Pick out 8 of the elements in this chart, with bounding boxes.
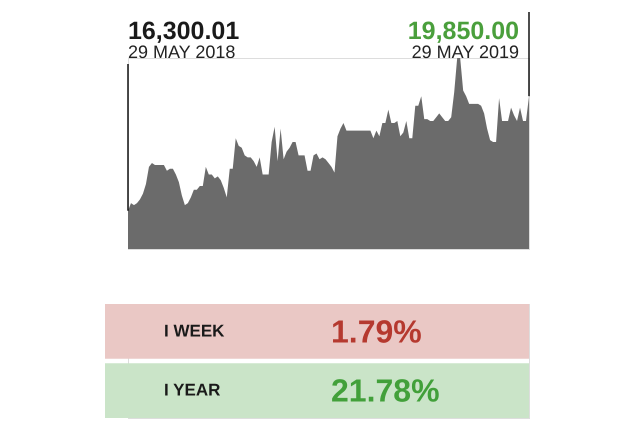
text: 21.78% bbox=[331, 372, 440, 409]
annotation: 29 MAY 2018 bbox=[128, 42, 236, 62]
text: I WEEK bbox=[164, 321, 226, 340]
text: 16,300.01 bbox=[128, 17, 240, 45]
text: 19,850.00 bbox=[408, 17, 519, 45]
text: I YEAR bbox=[164, 380, 220, 400]
annotation: 29 MAY 2019 bbox=[412, 42, 519, 62]
text: 1.79% bbox=[331, 313, 422, 350]
